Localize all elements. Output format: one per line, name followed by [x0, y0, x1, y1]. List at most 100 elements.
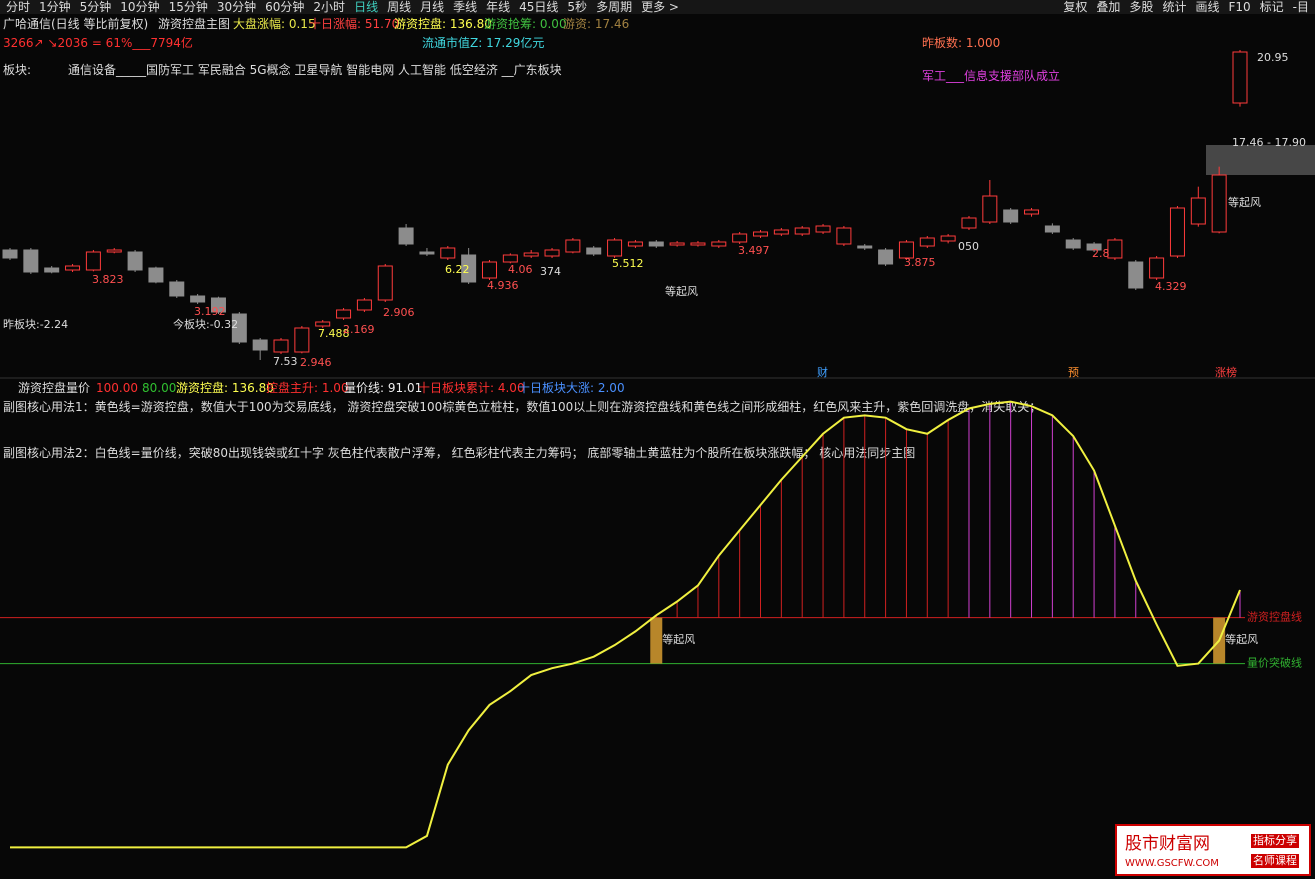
- stat: 游资控盘: 136.80: [176, 381, 274, 395]
- sub-title: 游资控盘量价: [18, 381, 91, 395]
- tool-button[interactable]: 多股: [1129, 0, 1154, 14]
- tool-button[interactable]: 统计: [1162, 0, 1187, 14]
- candle-body: [544, 249, 560, 257]
- watermark-tag: 名师课程: [1251, 854, 1299, 868]
- candle-body: [1169, 207, 1185, 257]
- period-tab[interactable]: 季线: [453, 0, 478, 14]
- annotation: 5.512: [612, 257, 644, 270]
- annotation: 等起风: [1228, 195, 1261, 209]
- annotation: 2.8: [1092, 247, 1110, 260]
- candle-body: [106, 249, 122, 253]
- stat: 游资控盘: 136.80: [394, 17, 492, 31]
- candle-body: [273, 339, 289, 353]
- annotation: 7.53: [273, 355, 298, 368]
- candle-body: [627, 241, 643, 247]
- candle-body: [315, 321, 331, 327]
- candle-body: [377, 265, 393, 301]
- tool-button[interactable]: 复权: [1063, 0, 1088, 14]
- watermark-tag: 指标分享: [1251, 834, 1299, 848]
- period-tabs: 分时 1分钟 5分钟 10分钟 15分钟 30分钟 60分钟 2小时 日线 周线 月线 季线 年线 45日…: [0, 0, 685, 14]
- annotation: 财: [817, 365, 828, 379]
- market-breadth: 3266↗ ↘2036 = 61%___7794亿: [3, 36, 193, 50]
- tool-button[interactable]: 标记: [1259, 0, 1284, 14]
- candle-body: [44, 267, 60, 273]
- period-tab[interactable]: 周线: [387, 0, 412, 14]
- period-tab[interactable]: 10分钟: [120, 0, 160, 14]
- annotation: 20.95: [1257, 51, 1289, 64]
- tool-button[interactable]: -目: [1292, 0, 1309, 14]
- tool-button[interactable]: 叠加: [1096, 0, 1121, 14]
- candle-body: [1003, 209, 1019, 223]
- annotation: 2.169: [343, 323, 375, 336]
- stat: 游资抢筹: 0.00: [484, 17, 567, 31]
- sub-annotation: 等起风: [1225, 632, 1258, 646]
- candle-body: [1128, 261, 1144, 289]
- annotation: 3.823: [92, 273, 124, 286]
- candle-body: [648, 241, 664, 247]
- candle-body: [231, 313, 247, 343]
- candle-body: [336, 309, 352, 319]
- stat: 十日板块累计: 4.00: [418, 381, 525, 395]
- candle-body: [898, 241, 914, 259]
- period-tab[interactable]: 年线: [486, 0, 511, 14]
- candle-body: [23, 249, 39, 273]
- period-tab[interactable]: 30分钟: [216, 0, 257, 14]
- candle-body: [586, 247, 602, 255]
- prev-limit: 昨板数: 1.000: [922, 36, 1001, 50]
- annotation: 2.906: [383, 306, 415, 319]
- candle-body: [294, 327, 310, 353]
- candle-body: [461, 254, 477, 283]
- period-tab[interactable]: 5秒: [567, 0, 588, 14]
- annotation: 今板块:-0.32: [173, 317, 238, 331]
- candle-body: [961, 217, 977, 229]
- annotation: 3.192: [194, 305, 226, 318]
- annotation: 昨板块:-2.24: [3, 317, 68, 331]
- period-tab[interactable]: 45日线: [519, 0, 559, 14]
- stat: 量价线: 91.01: [344, 381, 423, 395]
- candle-body: [169, 281, 185, 297]
- sectors: 通信设备_____国防军工 军民融合 5G概念 卫星导航 智能电网 人工智能 低…: [68, 63, 562, 77]
- period-tab[interactable]: 2小时: [313, 0, 346, 14]
- annotation: 4.06: [508, 263, 533, 276]
- sub-annotation: 等起风: [662, 632, 695, 646]
- stat: 控盘主升: 1.00: [266, 381, 349, 395]
- period-tab[interactable]: 多周期: [596, 0, 633, 14]
- annotation: 等起风: [665, 284, 698, 298]
- candle-body: [1211, 174, 1227, 233]
- candle-body: [419, 251, 435, 255]
- candle-body: [440, 247, 456, 259]
- candle-body: [857, 245, 873, 249]
- period-tab[interactable]: 月线: [420, 0, 445, 14]
- annotation: 6.22: [445, 263, 470, 276]
- period-tab[interactable]: 更多 >: [641, 0, 679, 14]
- sector-label: 板块:: [3, 63, 32, 77]
- period-tab[interactable]: 15分钟: [168, 0, 208, 14]
- candle-body: [940, 235, 956, 242]
- period-tab[interactable]: 日线: [354, 0, 379, 14]
- candle-body: [65, 265, 81, 271]
- candle-body: [210, 297, 226, 313]
- ref-value: 100.00: [96, 381, 138, 395]
- candle-body: [878, 249, 894, 265]
- period-tab[interactable]: 60分钟: [265, 0, 305, 14]
- annotation: 涨榜: [1215, 365, 1237, 379]
- candle-body: [481, 261, 497, 279]
- toolbar: 分时 1分钟 5分钟 10分钟 15分钟 30分钟 60分钟 2小时 日线 周线 月线 季线 年线 45日…: [0, 0, 1315, 14]
- stock-title: 广哈通信(日线 等比前复权): [3, 17, 149, 31]
- annotation: 预: [1068, 366, 1079, 379]
- candle-body: [356, 299, 372, 311]
- stat: 游资: 17.46: [563, 17, 630, 31]
- candle-body: [1024, 209, 1040, 215]
- annotation: 374: [540, 265, 561, 278]
- period-tab[interactable]: 5分钟: [79, 0, 112, 14]
- note: 副图核心用法1：黄色线=游资控盘，数值大于100为交易底线， 游资控盘突破100…: [3, 400, 1042, 414]
- period-tab[interactable]: 分时: [6, 0, 31, 14]
- control-line: [10, 400, 1241, 849]
- candle-body: [502, 254, 518, 263]
- period-tab[interactable]: 1分钟: [39, 0, 71, 14]
- tool-button[interactable]: F10: [1228, 0, 1251, 14]
- tool-button[interactable]: 画线: [1195, 0, 1220, 14]
- candle-body: [85, 251, 101, 271]
- stat: 十日涨幅: 51.70: [309, 17, 400, 31]
